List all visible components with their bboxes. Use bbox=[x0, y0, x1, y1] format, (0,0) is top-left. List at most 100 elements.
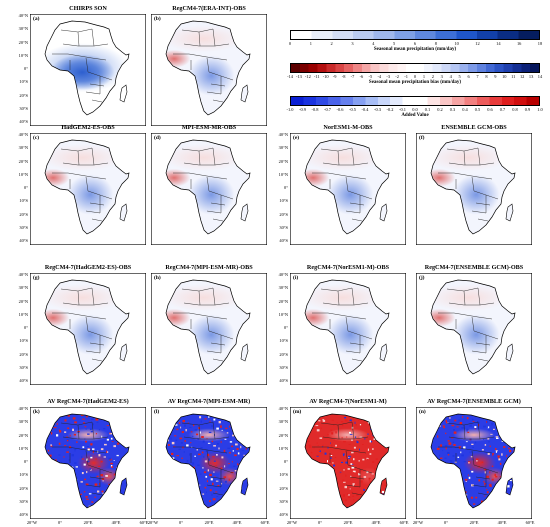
panel-label: (c) bbox=[33, 135, 40, 141]
latitude-tick-label: 30°N bbox=[278, 145, 288, 151]
latitude-tick-label: 20°N bbox=[18, 39, 28, 45]
latitude-tick-label: 10°S bbox=[19, 198, 28, 204]
country-border bbox=[339, 448, 367, 454]
latitude-tick-label: 40°S bbox=[279, 238, 288, 243]
africa-coastline bbox=[44, 20, 130, 116]
latitude-tick-label: 40°S bbox=[19, 238, 28, 243]
country-border bbox=[471, 484, 487, 488]
africa-map bbox=[290, 273, 406, 385]
country-border bbox=[337, 424, 340, 440]
panel-title: RegCM4-7(ERA-INT)-OBS bbox=[172, 5, 246, 12]
latitude-tick-label: 40°S bbox=[19, 119, 28, 124]
latitude-tick-label: 10°N bbox=[278, 171, 288, 177]
africa-coastline bbox=[165, 139, 251, 235]
country-border bbox=[345, 210, 361, 214]
latitude-tick-label: 0° bbox=[24, 459, 28, 464]
country-border bbox=[465, 448, 493, 454]
map-panel: NorESM1-M-OBS (e) bbox=[290, 124, 406, 245]
longitude-tick-label: 20°W bbox=[26, 520, 38, 525]
latitude-tick-label: 40°N bbox=[18, 13, 28, 18]
colorbar-tick-label: 3 bbox=[351, 41, 354, 46]
africa-map bbox=[151, 133, 267, 245]
country-border bbox=[465, 174, 493, 180]
colorbar-tick-label: 2 bbox=[330, 41, 333, 46]
latitude-tick-label: 30°S bbox=[19, 364, 28, 370]
latitude-tick-label: 0° bbox=[24, 325, 28, 330]
map-panel: AV RegCM4-7(ENSEMBLE GCM) (n) bbox=[416, 398, 532, 519]
madagascar-coastline bbox=[505, 203, 514, 222]
colorbar-tick-label: -14 bbox=[287, 74, 293, 79]
panel-label: (l) bbox=[154, 409, 160, 415]
map-panel: RegCM4-7(ERA-INT)-OBS (b) bbox=[151, 5, 267, 126]
country-border bbox=[465, 314, 493, 320]
longitude-tick-label: 0° bbox=[58, 520, 62, 525]
panel-title: HadGEM2-ES-OBS bbox=[61, 124, 115, 131]
madagascar-coastline bbox=[505, 343, 514, 362]
country-border bbox=[206, 316, 210, 332]
country-border bbox=[85, 210, 101, 214]
longitude-tick-label: 40°E bbox=[497, 520, 507, 525]
colorbar-tick-label: 0.0 bbox=[412, 107, 418, 112]
latitude-tick-label: 20°N bbox=[278, 158, 288, 164]
colorbar-tick-label: 0 bbox=[288, 41, 292, 46]
africa-map bbox=[290, 133, 406, 245]
colorbar-tick-label: -0.4 bbox=[361, 107, 369, 112]
colorbar-tick-label: 1.0 bbox=[537, 107, 543, 112]
country-border bbox=[322, 162, 369, 166]
country-border bbox=[471, 316, 475, 332]
panel-label: (f) bbox=[419, 135, 425, 141]
latitude-tick-label: 10°S bbox=[279, 198, 288, 204]
colorbar-added-value-ticks: -1.0 -0.9 -0.8 -0.7 -0.6 -0.5 -0.4 -0.3 -0.2 -0.1… bbox=[287, 107, 543, 114]
africa-map bbox=[151, 407, 267, 519]
map-panel: RegCM4-7(NorESM1-M)-OBS (i) bbox=[290, 264, 406, 385]
country-border bbox=[91, 218, 103, 222]
latitude-tick-label: 30°N bbox=[18, 285, 28, 291]
panel-title: RegCM4-7(HadGEM2-ES)-OBS bbox=[44, 264, 132, 271]
country-border bbox=[477, 358, 489, 362]
latitude-tick-label: 40°N bbox=[18, 406, 28, 411]
country-border bbox=[477, 147, 481, 166]
colorbar-tick-label: -0.5 bbox=[349, 107, 356, 112]
latitude-tick-label: 20°N bbox=[18, 298, 28, 304]
latitude-tick-label: 30°N bbox=[18, 419, 28, 425]
latitude-tick-label: 40°N bbox=[278, 272, 288, 277]
madagascar-coastline bbox=[379, 203, 388, 222]
latitude-tick-label: 20°N bbox=[18, 158, 28, 164]
country-border bbox=[62, 43, 109, 47]
colorbar-tick-label: 16 bbox=[516, 41, 522, 46]
country-border bbox=[52, 312, 81, 316]
map-panel: ENSEMBLE GCM-OBS (f) bbox=[416, 124, 532, 245]
country-border bbox=[349, 342, 365, 346]
colorbar-tick-label: 5 bbox=[458, 74, 461, 79]
colorbar-tick-label: -11 bbox=[313, 74, 320, 79]
colorbar-tick-label: 1 bbox=[309, 41, 312, 46]
colorbar-tick-label: -8 bbox=[341, 74, 346, 79]
country-border bbox=[471, 350, 487, 354]
latitude-tick-label: 40°N bbox=[278, 406, 288, 411]
country-border bbox=[210, 83, 226, 87]
panel-label: (b) bbox=[154, 16, 161, 22]
colorbar-tick-label: 12 bbox=[475, 41, 480, 46]
longitude-tick-label: 20°W bbox=[147, 520, 159, 525]
colorbar-tick-label: 10 bbox=[454, 41, 459, 46]
country-border bbox=[212, 492, 224, 496]
madagascar-coastline bbox=[379, 343, 388, 362]
longitude-tick-label: 40°E bbox=[111, 520, 121, 525]
country-border bbox=[463, 290, 466, 306]
country-border bbox=[89, 476, 105, 480]
country-border bbox=[477, 218, 489, 222]
colorbar-tick-label: 0.8 bbox=[512, 107, 518, 112]
madagascar-coastline bbox=[119, 84, 128, 103]
colorbar-bias-title: Seasonal mean precipitation bias (mm/day… bbox=[368, 80, 462, 85]
country-border bbox=[198, 150, 201, 166]
africa-coastline bbox=[165, 20, 251, 116]
country-border bbox=[212, 421, 216, 440]
country-border bbox=[438, 172, 467, 176]
colorbar-tick-label: -0.3 bbox=[374, 107, 381, 112]
country-border bbox=[183, 162, 230, 166]
africa-map bbox=[290, 407, 406, 519]
latitude-tick-label: 20°N bbox=[278, 432, 288, 438]
country-border bbox=[322, 436, 369, 440]
country-border bbox=[206, 450, 210, 466]
colorbar-tick-label: -4 bbox=[377, 74, 382, 79]
